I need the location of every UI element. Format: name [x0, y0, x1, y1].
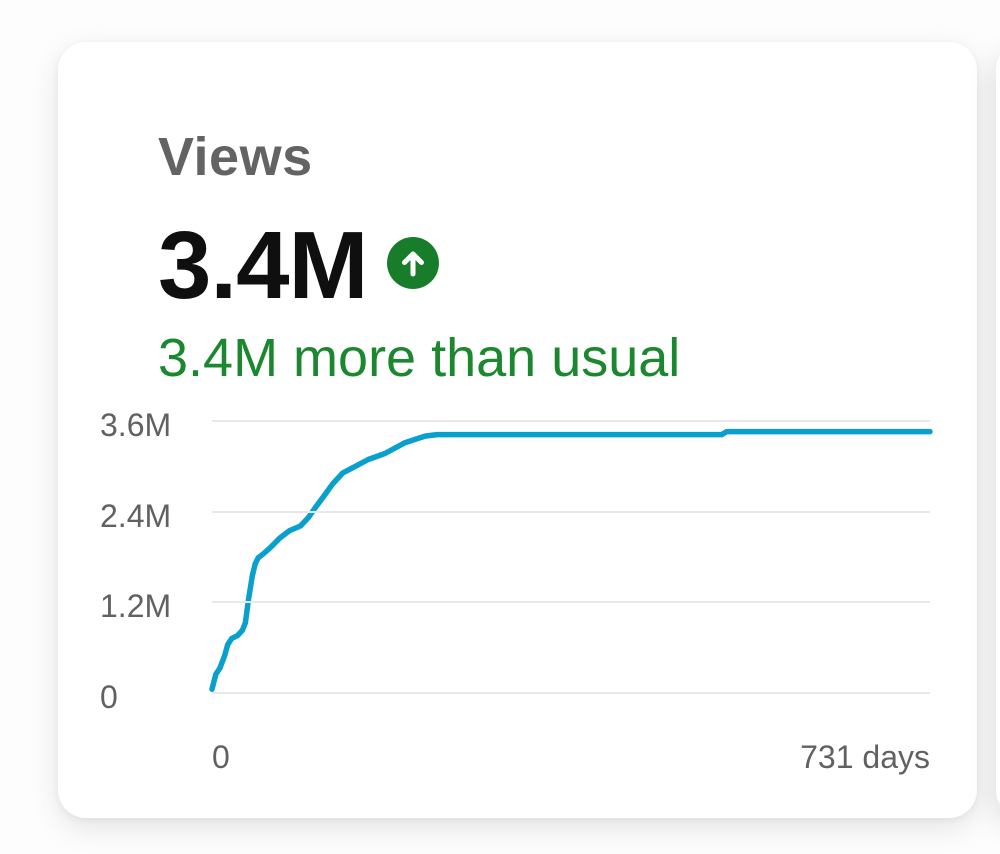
- metric-value: 3.4M: [158, 212, 368, 319]
- views-metric-card[interactable]: Views 3.4M 3.4M more than usual: [58, 42, 977, 818]
- arrow-up-circle-icon: [387, 237, 440, 289]
- trend-note: 3.4M more than usual: [158, 328, 681, 388]
- metric-row: 3.4M: [158, 212, 440, 319]
- next-card-sliver[interactable]: [996, 42, 1000, 818]
- card-title: Views: [158, 127, 313, 187]
